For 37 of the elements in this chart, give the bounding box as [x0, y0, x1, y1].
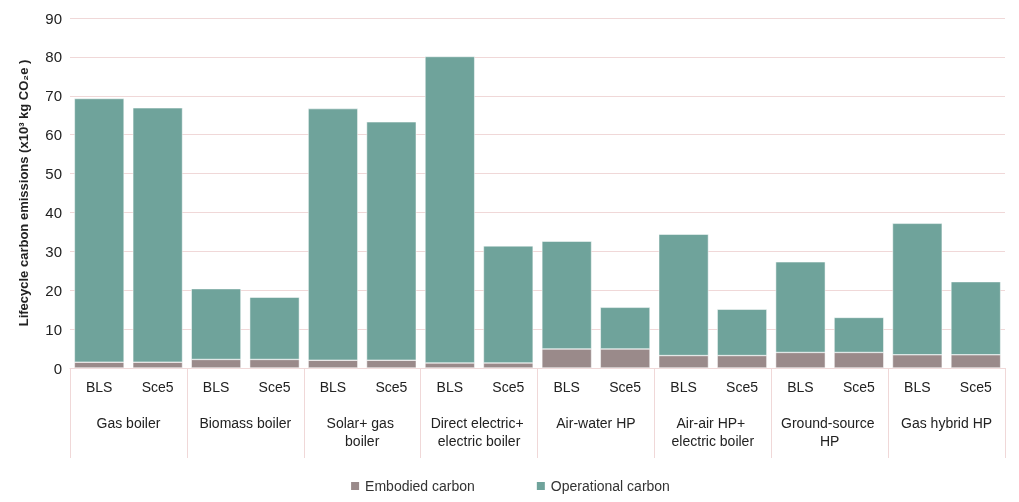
- y-tick-label: 70: [45, 87, 62, 105]
- y-tick-label: 50: [45, 165, 62, 183]
- legend-label: Operational carbon: [550, 478, 670, 494]
- y-tick-label: 30: [45, 242, 62, 260]
- text: Biomass boiler: [199, 415, 292, 431]
- x-tick-label: BLS: [670, 379, 697, 395]
- y-axis-title: Lifecycle carbon emissions (x10³ kg CO₂e ): [16, 59, 31, 327]
- x-tick-label: Sce5: [959, 379, 992, 395]
- text: Air-air HP+ electric boiler: [671, 415, 755, 449]
- text: Air-water HP: [556, 415, 636, 431]
- x-tick-label: Sce5: [258, 379, 291, 395]
- text: Direct electric+ electric boiler: [430, 415, 528, 449]
- legend-label: Embodied carbon: [365, 478, 475, 494]
- x-tick-label: BLS: [787, 379, 814, 395]
- text: Solar+ gas boiler: [326, 415, 398, 449]
- y-tick-label: 40: [45, 203, 62, 221]
- x-tick-label: Sce5: [726, 379, 759, 395]
- x-tick-label: Sce5: [842, 379, 876, 395]
- x-tick-label: BLS: [85, 379, 113, 395]
- text: Gas hybrid HP: [901, 415, 993, 431]
- y-tick-label: 60: [45, 126, 62, 144]
- text: Gas boiler: [96, 415, 161, 431]
- text: Ground-source HP: [781, 415, 879, 449]
- y-tick-label: 10: [45, 320, 62, 338]
- y-tick-label: 0: [53, 359, 62, 377]
- x-tick-label: BLS: [553, 379, 580, 395]
- x-tick-label: Sce5: [141, 379, 174, 395]
- x-tick-label: BLS: [436, 379, 464, 395]
- x-tick-label: BLS: [202, 379, 230, 395]
- x-tick-label: Sce5: [609, 379, 642, 395]
- x-tick-label: BLS: [319, 379, 347, 395]
- y-tick-label: 20: [45, 281, 62, 299]
- y-tick-label: 90: [45, 9, 62, 27]
- y-tick-label: 80: [45, 48, 62, 66]
- x-tick-label: Sce5: [375, 379, 408, 395]
- x-tick-label: BLS: [904, 379, 931, 395]
- x-tick-label: Sce5: [492, 379, 525, 395]
